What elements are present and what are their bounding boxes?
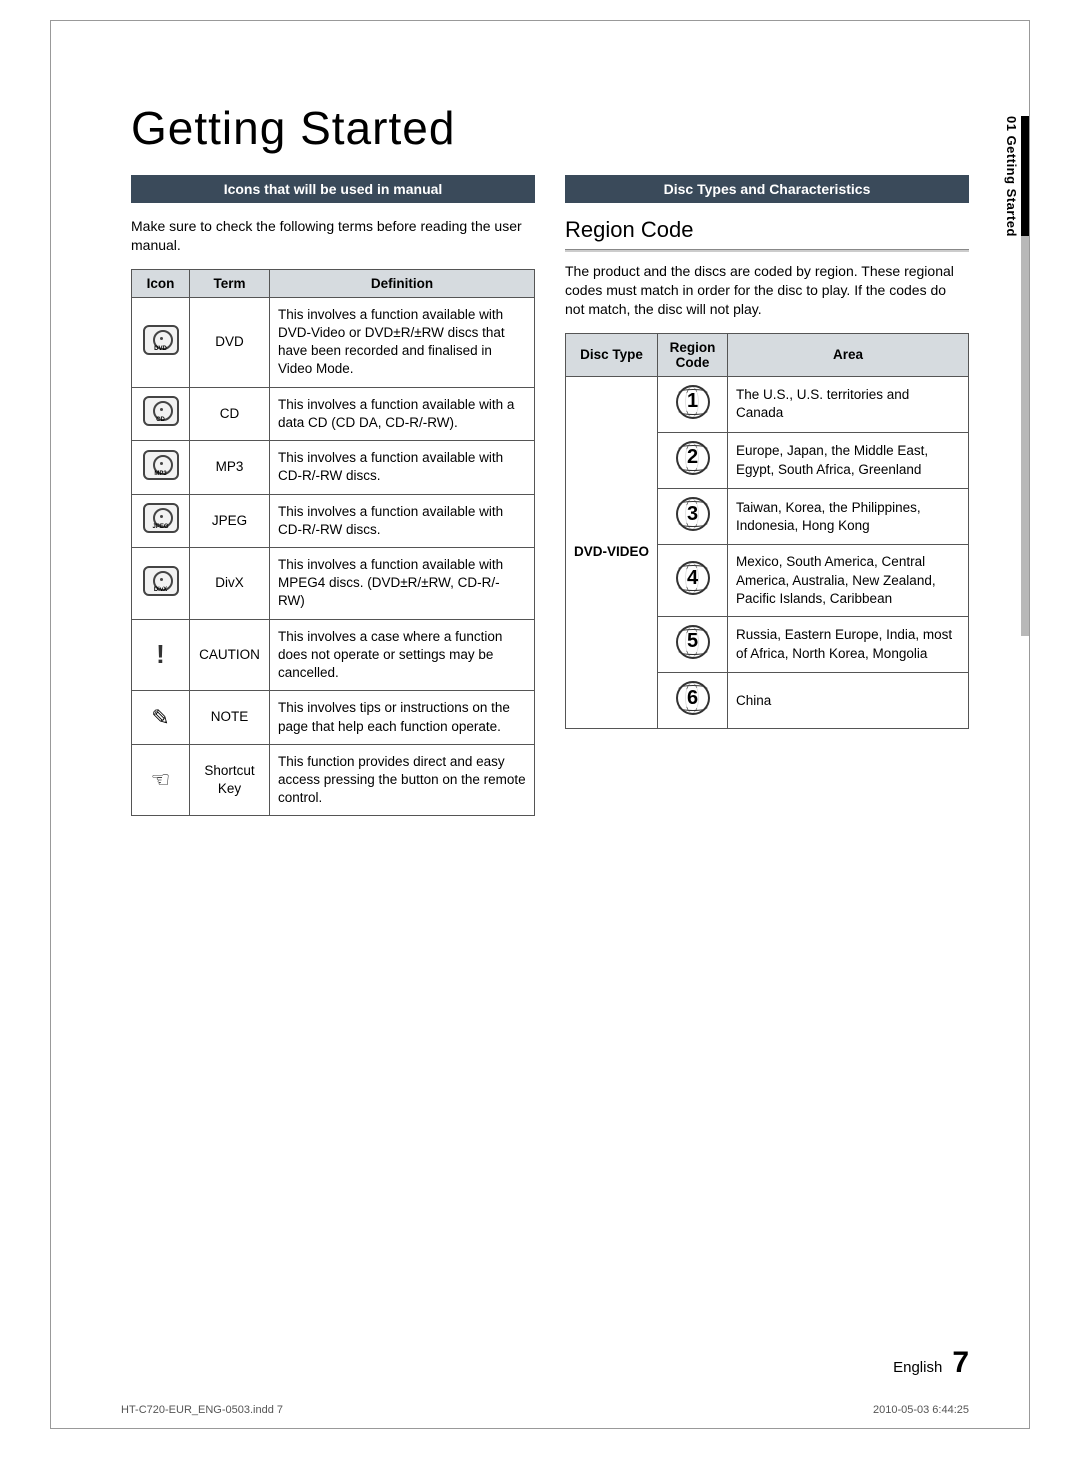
region-number: 2 — [682, 447, 704, 469]
disc-icon: DVD — [143, 325, 179, 355]
caution-icon: ! — [156, 639, 165, 669]
icon-cell: ! — [132, 619, 190, 691]
icon-cell: CD — [132, 387, 190, 440]
area-cell: Europe, Japan, the Middle East, Egypt, S… — [728, 432, 969, 488]
definition-cell: This involves a function available with … — [270, 441, 535, 494]
two-column-layout: Icons that will be used in manual Make s… — [131, 175, 969, 816]
icon-cell: DivX — [132, 547, 190, 619]
disc-icon-label: CD — [145, 417, 177, 423]
table-row: DivXDivXThis involves a function availab… — [132, 547, 535, 619]
table-row: ✎ NOTEThis involves tips or instructions … — [132, 691, 535, 744]
disc-type-cell: DVD-VIDEO — [566, 376, 658, 729]
term-cell: JPEG — [190, 494, 270, 547]
table-row: ! CAUTIONThis involves a case where a fun… — [132, 619, 535, 691]
region-code-cell: 6 — [658, 673, 728, 729]
region-th-disctype: Disc Type — [566, 333, 658, 376]
region-code-cell: 3 — [658, 489, 728, 545]
icons-th-icon: Icon — [132, 269, 190, 297]
area-cell: Mexico, South America, Central America, … — [728, 545, 969, 617]
term-cell: MP3 — [190, 441, 270, 494]
globe-icon: 5 — [676, 625, 710, 659]
term-cell: DVD — [190, 297, 270, 387]
table-row: CDCDThis involves a function available w… — [132, 387, 535, 440]
globe-icon: 4 — [676, 561, 710, 595]
disc-icon-label: DVD — [145, 346, 177, 352]
term-cell: CD — [190, 387, 270, 440]
page-footer: English 7 — [131, 1346, 969, 1380]
table-row: DVD-VIDEO1The U.S., U.S. territories and… — [566, 376, 969, 432]
icons-table: Icon Term Definition DVDDVDThis involves… — [131, 269, 535, 817]
left-column: Icons that will be used in manual Make s… — [131, 175, 535, 816]
icon-cell: ✎ — [132, 691, 190, 744]
heading-underline — [565, 249, 969, 252]
table-row: DVDDVDThis involves a function available… — [132, 297, 535, 387]
table-row: MP3MP3This involves a function available… — [132, 441, 535, 494]
definition-cell: This involves a function available with … — [270, 297, 535, 387]
table-row: JPEGJPEGThis involves a function availab… — [132, 494, 535, 547]
area-cell: Taiwan, Korea, the Philippines, Indonesi… — [728, 489, 969, 545]
region-code-cell: 1 — [658, 376, 728, 432]
disc-icon: MP3 — [143, 450, 179, 480]
table-row: ☜ Shortcut KeyThis function provides dire… — [132, 744, 535, 816]
disc-icon-label: JPEG — [145, 524, 177, 530]
footer-language: English — [893, 1359, 942, 1376]
left-intro-text: Make sure to check the following terms b… — [131, 217, 535, 255]
area-cell: China — [728, 673, 969, 729]
left-section-header: Icons that will be used in manual — [131, 175, 535, 203]
imprint-line: HT-C720-EUR_ENG-0503.indd 7 2010-05-03 6… — [121, 1404, 969, 1416]
definition-cell: This involves a function available with … — [270, 547, 535, 619]
region-code-cell: 5 — [658, 616, 728, 672]
icons-th-def: Definition — [270, 269, 535, 297]
region-th-area: Area — [728, 333, 969, 376]
right-intro-text: The product and the discs are coded by r… — [565, 262, 969, 319]
disc-icon-label: DivX — [145, 587, 177, 593]
region-number: 6 — [682, 687, 704, 709]
definition-cell: This involves a function available with … — [270, 387, 535, 440]
icon-cell: DVD — [132, 297, 190, 387]
region-number: 3 — [682, 503, 704, 525]
globe-icon: 2 — [676, 441, 710, 475]
right-section-header: Disc Types and Characteristics — [565, 175, 969, 203]
disc-icon: CD — [143, 396, 179, 426]
term-cell: NOTE — [190, 691, 270, 744]
definition-cell: This involves a case where a function do… — [270, 619, 535, 691]
hand-icon: ☜ — [151, 767, 171, 792]
disc-icon: DivX — [143, 566, 179, 596]
globe-icon: 6 — [676, 681, 710, 715]
region-number: 5 — [682, 631, 704, 653]
footer-page-number: 7 — [952, 1346, 969, 1380]
definition-cell: This involves a function available with … — [270, 494, 535, 547]
area-cell: The U.S., U.S. territories and Canada — [728, 376, 969, 432]
disc-icon: JPEG — [143, 503, 179, 533]
area-cell: Russia, Eastern Europe, India, most of A… — [728, 616, 969, 672]
right-column: Disc Types and Characteristics Region Co… — [565, 175, 969, 816]
icons-th-term: Term — [190, 269, 270, 297]
term-cell: CAUTION — [190, 619, 270, 691]
icon-cell: MP3 — [132, 441, 190, 494]
imprint-file: HT-C720-EUR_ENG-0503.indd 7 — [121, 1404, 283, 1416]
region-code-cell: 2 — [658, 432, 728, 488]
note-icon: ✎ — [151, 705, 169, 730]
imprint-timestamp: 2010-05-03 6:44:25 — [873, 1404, 969, 1416]
region-code-heading: Region Code — [565, 217, 969, 243]
globe-icon: 3 — [676, 497, 710, 531]
page-frame: 01 Getting Started Getting Started Icons… — [50, 20, 1030, 1429]
region-code-cell: 4 — [658, 545, 728, 617]
definition-cell: This involves tips or instructions on th… — [270, 691, 535, 744]
term-cell: DivX — [190, 547, 270, 619]
region-number: 4 — [682, 567, 704, 589]
icon-cell: ☜ — [132, 744, 190, 816]
term-cell: Shortcut Key — [190, 744, 270, 816]
region-number: 1 — [682, 391, 704, 413]
region-th-code: Region Code — [658, 333, 728, 376]
definition-cell: This function provides direct and easy a… — [270, 744, 535, 816]
disc-icon-label: MP3 — [145, 471, 177, 477]
page-content: Getting Started Icons that will be used … — [51, 21, 1029, 1428]
globe-icon: 1 — [676, 385, 710, 419]
page-title: Getting Started — [131, 101, 969, 155]
region-table: Disc Type Region Code Area DVD-VIDEO1The… — [565, 333, 969, 730]
icon-cell: JPEG — [132, 494, 190, 547]
